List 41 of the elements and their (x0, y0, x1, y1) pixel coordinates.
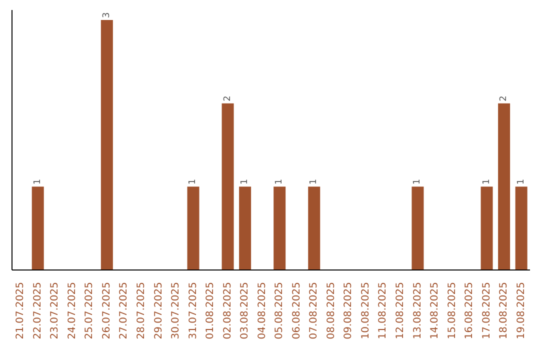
x-tick-label: 25.07.2025 (84, 282, 96, 340)
x-tick-label: 27.07.2025 (118, 282, 130, 340)
x-tick-label: 17.08.2025 (481, 282, 492, 340)
x-tick-label: 08.08.2025 (326, 282, 337, 340)
x-tick-label: 30.07.2025 (170, 282, 182, 340)
x-tick-label: 15.08.2025 (446, 282, 458, 340)
x-tick-label: 09.08.2025 (343, 282, 354, 340)
x-tick-label: 05.08.2025 (274, 282, 286, 340)
x-tick-label: 06.08.2025 (291, 282, 302, 340)
x-tick-label: 04.08.2025 (256, 282, 268, 340)
x-tick-label: 14.08.2025 (430, 282, 441, 340)
x-tick-label: 19.08.2025 (516, 282, 527, 340)
data-label: 1 (32, 178, 43, 185)
x-tick-label: 31.07.2025 (188, 282, 199, 340)
x-tick-label: 01.08.2025 (205, 282, 216, 340)
x-tick-label: 23.07.2025 (50, 282, 61, 340)
data-label: 2 (499, 96, 510, 102)
data-label: 1 (188, 178, 198, 185)
data-label: 1 (274, 178, 285, 185)
x-tick-label: 18.08.2025 (498, 282, 510, 340)
x-tick-label: 07.08.2025 (308, 282, 320, 340)
x-tick-label: 11.08.2025 (378, 282, 389, 340)
x-tick-label: 16.08.2025 (464, 282, 476, 340)
x-tick-label: 28.07.2025 (136, 282, 147, 340)
x-tick-label: 21.07.2025 (15, 282, 26, 340)
x-tick-label: 10.08.2025 (360, 282, 372, 340)
data-label: 1 (240, 178, 250, 185)
x-tick-label: 02.08.2025 (222, 282, 234, 340)
data-label: 3 (102, 12, 112, 18)
x-tick-label: 29.07.2025 (153, 282, 164, 340)
x-tick-label: 22.07.2025 (32, 282, 44, 340)
data-label: 1 (309, 178, 320, 185)
data-label: 2 (222, 96, 233, 102)
data-label: 1 (482, 178, 492, 185)
x-tick-label: 24.07.2025 (66, 282, 78, 340)
x-tick-label: 03.08.2025 (240, 282, 251, 340)
data-label: 1 (412, 178, 423, 185)
x-tick-label: 13.08.2025 (412, 282, 424, 340)
x-tick-label: 12.08.2025 (395, 282, 406, 340)
x-tick-label: 26.07.2025 (101, 282, 112, 340)
data-label: 1 (516, 178, 526, 185)
